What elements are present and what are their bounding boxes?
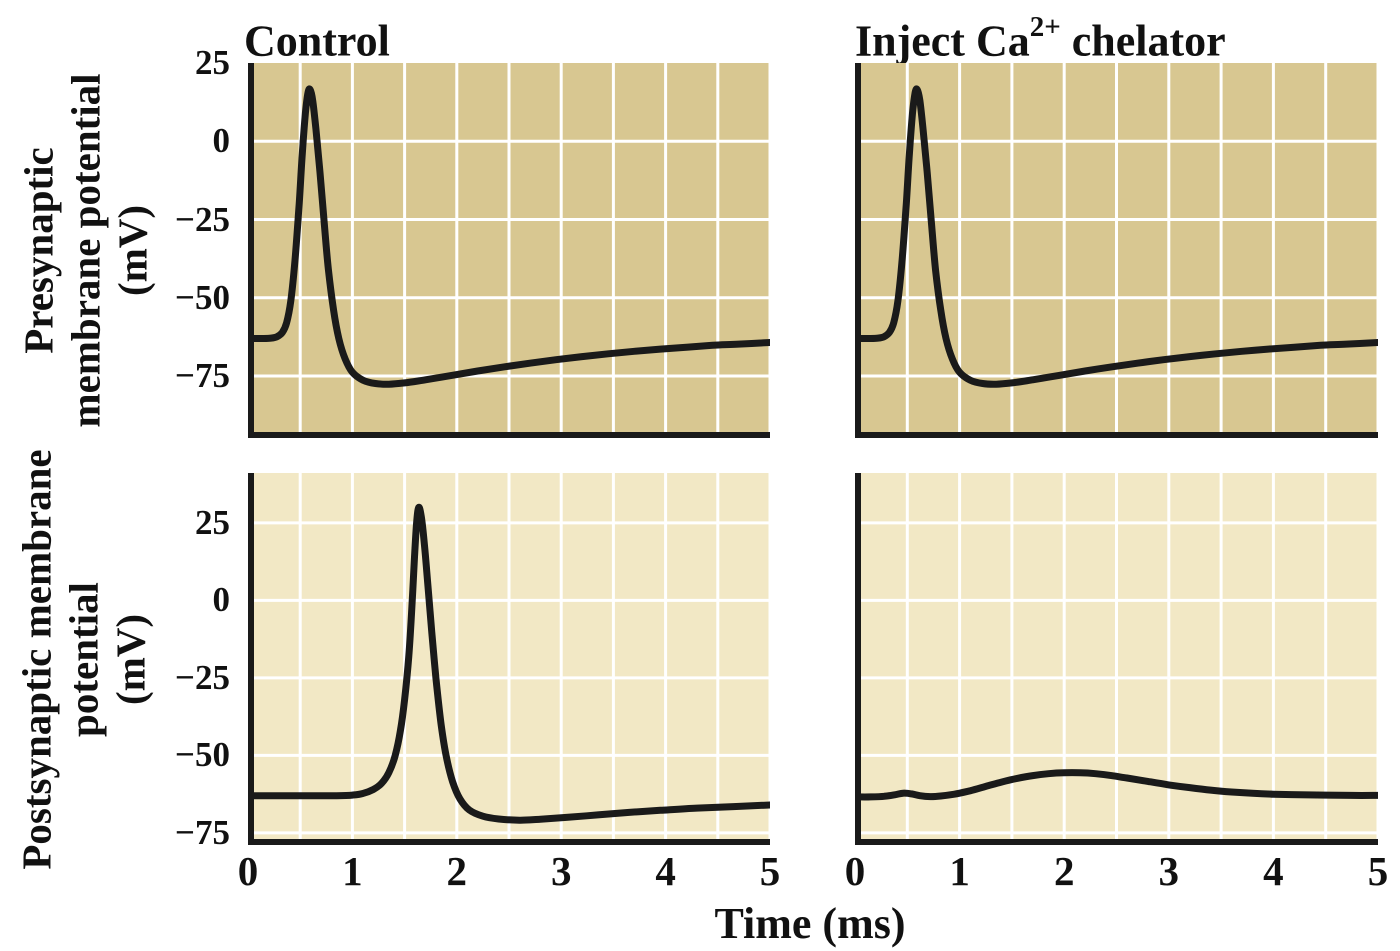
y-axis-label-line: Postsynaptic membrane (13, 449, 60, 870)
y-tick-label: 0 (212, 580, 231, 620)
y-tick-label: 0 (212, 121, 231, 161)
y-tick-label: −75 (175, 356, 230, 396)
panel-title-control: Control (244, 6, 390, 67)
plot-postsynaptic-control (248, 473, 770, 845)
y-axis-spine (248, 473, 254, 845)
panel-title-inject-ca-chelator: Inject Ca2+ chelator (855, 6, 1226, 67)
x-axis-spine (855, 839, 1378, 845)
y-axis-spine (855, 63, 861, 438)
y-tick-label: −25 (175, 199, 230, 239)
title-text: Control (244, 16, 390, 66)
y-tick-label: 25 (195, 502, 230, 542)
membrane-potential-trace (248, 85, 770, 388)
x-tick-label: 3 (1158, 848, 1180, 894)
x-tick-label: 1 (949, 848, 970, 894)
x-tick-label: 0 (844, 848, 866, 894)
title-text: Inject Ca (855, 16, 1030, 66)
title-text: chelator (1060, 16, 1226, 66)
y-tick-label: −50 (175, 277, 230, 317)
x-tick-label: 5 (1367, 848, 1389, 894)
x-tick-label: 2 (446, 848, 468, 894)
y-axis-spine (248, 63, 254, 438)
membrane-potential-trace (248, 503, 770, 824)
y-tick-label: 25 (195, 43, 230, 82)
x-axis-label-time: Time (ms) (714, 899, 906, 948)
y-axis-label-line: potential (60, 582, 107, 737)
membrane-potential-trace (855, 769, 1378, 801)
x-tick-label: 1 (342, 848, 363, 894)
x-axis-spine (855, 432, 1378, 438)
x-tick-label: 4 (1263, 848, 1284, 894)
plot-presynaptic-control (248, 63, 770, 438)
title-superscript: 2+ (1029, 11, 1061, 43)
x-tick-label: 2 (1053, 848, 1075, 894)
x-tick-label: 0 (237, 848, 259, 894)
membrane-potential-trace (855, 85, 1378, 388)
y-tick-label: −50 (175, 735, 230, 775)
x-tick-label: 3 (550, 848, 572, 894)
plot-presynaptic-chelator (855, 63, 1378, 438)
y-tick-label: −75 (175, 812, 230, 852)
y-axis-spine (855, 473, 861, 845)
x-tick-label: 4 (655, 848, 676, 894)
x-axis-spine (248, 432, 770, 438)
y-tick-label: −25 (175, 657, 230, 697)
x-axis-spine (248, 839, 770, 845)
plot-postsynaptic-chelator (855, 473, 1378, 845)
x-tick-label: 5 (759, 848, 781, 894)
